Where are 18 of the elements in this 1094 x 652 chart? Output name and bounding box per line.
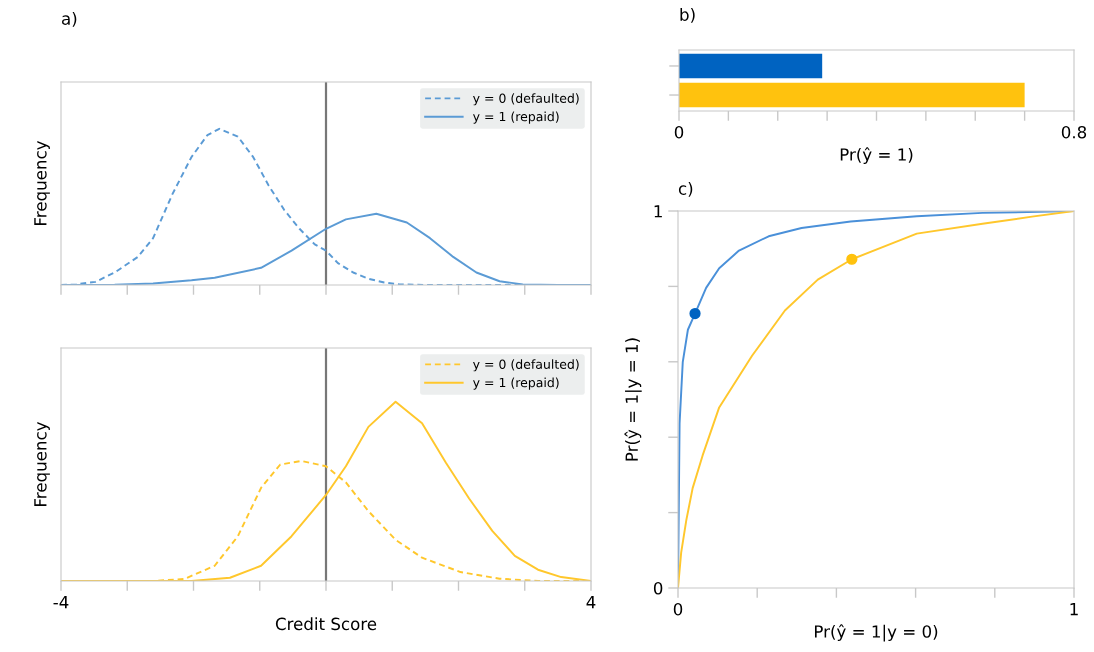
y-axis-title: Pr(ŷ = 1|y = 1) <box>624 338 642 461</box>
legend-label: y = 1 (repaid) <box>473 111 559 124</box>
legend-label: y = 0 (defaulted) <box>473 359 579 372</box>
x-axis-title: Credit Score <box>275 617 377 631</box>
chart-title: c) <box>678 182 693 197</box>
chart-title: a) <box>62 12 77 27</box>
x-tick-label: 0.8 <box>1061 125 1087 139</box>
chart-title: b) <box>680 8 695 23</box>
x-tick-label: -4 <box>53 596 69 609</box>
x-tick-label: 1 <box>1070 603 1078 616</box>
x-tick-label: 4 <box>586 596 596 609</box>
x-axis-title: Pr(ŷ = 1|y = 0) <box>814 624 938 642</box>
y-axis-title: Frequency <box>34 140 50 225</box>
y-axis-title: Frequency <box>34 421 50 506</box>
legend-label: y = 0 (defaulted) <box>473 93 579 106</box>
legend-label: y = 1 (repaid) <box>473 377 559 390</box>
x-tick-label: 0 <box>673 602 683 616</box>
x-axis-title: Pr(ŷ = 1) <box>840 147 913 165</box>
